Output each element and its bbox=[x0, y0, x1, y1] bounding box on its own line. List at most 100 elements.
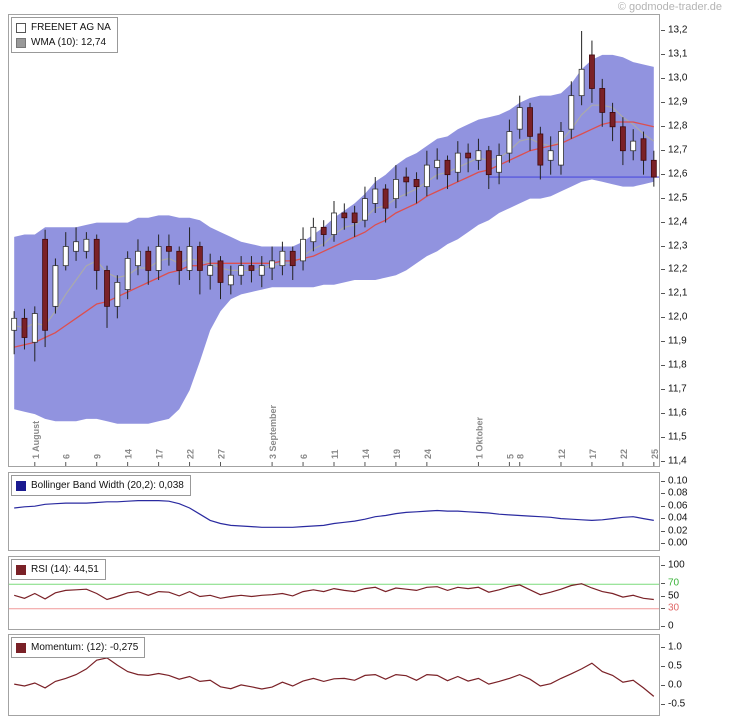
y-tick-label: 12,5 bbox=[668, 192, 688, 204]
bbw-panel: Bollinger Band Width (20,2): 0,038 bbox=[8, 472, 660, 551]
bbw-legend-row: Bollinger Band Width (20,2): 0,038 bbox=[16, 478, 184, 493]
x-tick-label: 5 bbox=[505, 454, 515, 459]
y-tick-label: 0 bbox=[668, 620, 674, 632]
candle-down bbox=[248, 265, 255, 271]
y-tick-label: 12,1 bbox=[668, 287, 688, 299]
y-tick bbox=[661, 595, 665, 597]
momentum-line bbox=[14, 657, 655, 697]
candle-up bbox=[83, 238, 90, 252]
x-tick-label: 6 bbox=[299, 454, 309, 459]
y-tick-label: -0.5 bbox=[668, 698, 686, 710]
candle-up bbox=[393, 179, 399, 200]
y-tick-label: 12,6 bbox=[668, 168, 688, 180]
y-tick-label: 13,2 bbox=[668, 24, 688, 36]
rsi-label: RSI (14): 44,51 bbox=[31, 564, 99, 575]
candle-down bbox=[527, 107, 533, 137]
candle-down bbox=[382, 188, 389, 209]
candle-up bbox=[300, 238, 306, 262]
y-tick bbox=[661, 125, 665, 127]
y-tick-label: 0.5 bbox=[668, 660, 682, 672]
x-tick-label: 27 bbox=[217, 449, 227, 459]
candle-up bbox=[124, 258, 131, 291]
y-tick bbox=[661, 493, 665, 495]
rsi-y-axis: 100 70 50 30 0 bbox=[661, 556, 727, 632]
candle-up bbox=[434, 159, 441, 168]
y-tick bbox=[661, 245, 665, 247]
candle-up bbox=[372, 188, 379, 204]
y-tick bbox=[661, 704, 665, 705]
y-tick bbox=[661, 685, 665, 686]
candle-down bbox=[217, 260, 224, 283]
candle-up bbox=[227, 274, 234, 286]
rsi-line bbox=[14, 583, 654, 601]
candle-up bbox=[568, 95, 575, 130]
candle-up bbox=[31, 313, 38, 343]
instrument-legend-row: FREENET AG NA bbox=[16, 20, 111, 35]
candle-up bbox=[310, 226, 317, 243]
bbw-swatch-icon bbox=[16, 480, 26, 491]
instrument-name: FREENET AG NA bbox=[31, 22, 111, 33]
y-tick bbox=[661, 647, 665, 648]
y-tick bbox=[661, 149, 665, 151]
watermark: © godmode-trader.de bbox=[617, 1, 722, 13]
y-tick bbox=[661, 101, 665, 103]
y-tick bbox=[661, 30, 665, 31]
y-tick-label: 0.0 bbox=[668, 679, 682, 691]
y-tick bbox=[661, 461, 665, 462]
candle-down bbox=[289, 250, 296, 267]
x-tick-label: 25 bbox=[650, 449, 659, 459]
y-tick-label: 12,7 bbox=[668, 144, 688, 156]
y-tick-label: 0.10 bbox=[668, 475, 688, 487]
y-tick-label: 11,4 bbox=[668, 455, 687, 467]
candle-up bbox=[269, 260, 275, 269]
y-tick-label: 100 bbox=[668, 559, 685, 571]
bbw-legend: Bollinger Band Width (20,2): 0,038 bbox=[11, 475, 191, 496]
candle-down bbox=[176, 250, 183, 271]
candle-up bbox=[207, 265, 214, 276]
y-tick bbox=[661, 543, 665, 544]
momentum-line-chart bbox=[14, 657, 655, 697]
y-tick bbox=[661, 197, 665, 199]
candle-up bbox=[135, 250, 141, 267]
y-tick bbox=[661, 53, 665, 55]
y-tick-label: 0.06 bbox=[668, 500, 688, 512]
candle-down bbox=[640, 138, 647, 161]
candle-down bbox=[42, 238, 49, 331]
y-tick-label: 12,2 bbox=[668, 263, 688, 275]
x-tick-label: 19 bbox=[392, 449, 402, 459]
y-tick bbox=[661, 626, 665, 627]
y-tick-label: 11,8 bbox=[668, 359, 687, 371]
bbw-line-chart bbox=[14, 500, 654, 528]
candle-up bbox=[362, 198, 368, 221]
y-tick bbox=[661, 565, 665, 566]
y-tick-label: 70 bbox=[668, 577, 680, 589]
x-tick-label: 6 bbox=[62, 454, 72, 459]
y-tick-label: 0.02 bbox=[668, 525, 688, 537]
candle-down bbox=[537, 133, 544, 166]
y-tick bbox=[661, 341, 665, 343]
candle-down bbox=[444, 159, 451, 176]
y-tick bbox=[661, 437, 665, 439]
x-tick-label: 22 bbox=[619, 449, 629, 459]
y-tick-label: 11,9 bbox=[668, 335, 687, 347]
y-tick-label: 13,1 bbox=[668, 48, 688, 60]
x-tick-label: 8 bbox=[516, 454, 526, 459]
candle-down bbox=[413, 179, 420, 188]
wma-legend-row: WMA (10): 12,74 bbox=[16, 35, 111, 50]
rsi-line-chart bbox=[9, 583, 659, 610]
candle-up bbox=[52, 265, 59, 307]
rsi-legend: RSI (14): 44,51 bbox=[11, 559, 106, 580]
x-tick-label: 1 Oktober bbox=[474, 416, 484, 459]
y-tick-label: 11,5 bbox=[668, 431, 687, 443]
candle-down bbox=[351, 212, 358, 223]
candle-up bbox=[73, 241, 79, 252]
y-tick-label: 12,9 bbox=[668, 96, 688, 108]
y-tick bbox=[661, 583, 665, 585]
y-tick bbox=[661, 607, 665, 609]
momentum-legend: Momentum: (12): -0,275 bbox=[11, 637, 146, 658]
y-tick bbox=[661, 77, 665, 79]
x-tick-label: 9 bbox=[93, 454, 103, 459]
y-tick bbox=[661, 269, 665, 271]
candle-up bbox=[155, 246, 162, 271]
